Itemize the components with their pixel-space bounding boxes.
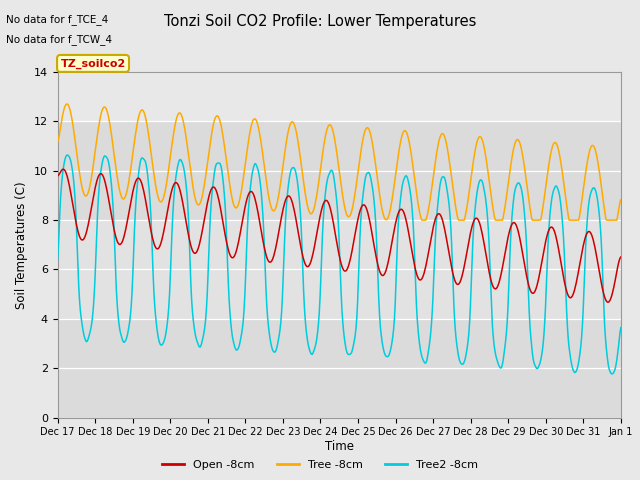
Bar	[58, 220, 621, 319]
Text: No data for f_TCE_4: No data for f_TCE_4	[6, 14, 109, 25]
Legend: Open -8cm, Tree -8cm, Tree2 -8cm: Open -8cm, Tree -8cm, Tree2 -8cm	[157, 456, 483, 474]
Bar	[58, 121, 621, 220]
Text: No data for f_TCW_4: No data for f_TCW_4	[6, 34, 113, 45]
Text: Tonzi Soil CO2 Profile: Lower Temperatures: Tonzi Soil CO2 Profile: Lower Temperatur…	[164, 14, 476, 29]
Bar	[58, 319, 621, 418]
Y-axis label: Soil Temperatures (C): Soil Temperatures (C)	[15, 181, 28, 309]
Text: TZ_soilco2: TZ_soilco2	[60, 58, 125, 69]
X-axis label: Time: Time	[324, 440, 354, 453]
